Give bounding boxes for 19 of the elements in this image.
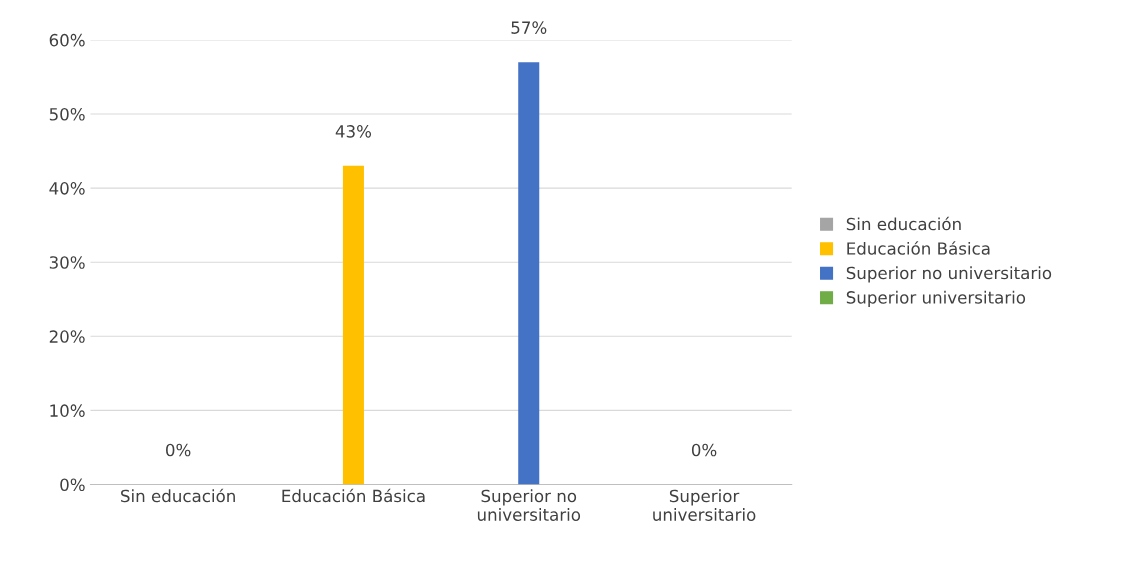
data-label: 57% bbox=[511, 21, 547, 34]
y-tick-label: 60% bbox=[49, 33, 85, 47]
y-tick-label: 40% bbox=[49, 182, 85, 195]
legend-label: Superior no universitario bbox=[846, 266, 1052, 283]
data-label: 43% bbox=[335, 125, 372, 138]
data-label: 0% bbox=[166, 443, 191, 457]
y-tick-label: 10% bbox=[50, 404, 85, 417]
y-tick-label: 20% bbox=[49, 330, 85, 343]
x-tick-label: Educación Básica bbox=[282, 488, 425, 503]
legend-label: Sin educación bbox=[846, 216, 961, 231]
y-tick-label: 30% bbox=[49, 256, 85, 269]
x-tick-label: Sin educación bbox=[121, 488, 235, 503]
x-tick-label: Superior universitario bbox=[653, 489, 756, 521]
data-label: 0% bbox=[691, 443, 717, 457]
legend-label: Superior universitario bbox=[846, 290, 1026, 307]
y-tick-label: 0% bbox=[60, 478, 85, 492]
legend-label: Educación Básica bbox=[847, 241, 990, 255]
x-tick-label: Superior no universitario bbox=[477, 489, 581, 521]
y-tick-label: 50% bbox=[49, 107, 85, 121]
